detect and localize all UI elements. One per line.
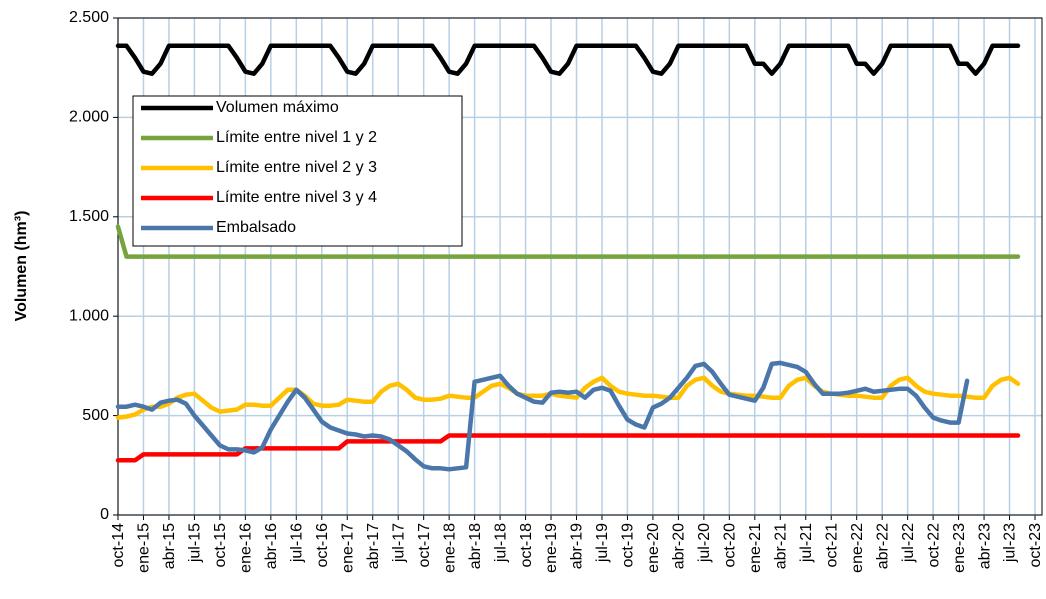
series-line bbox=[115, 433, 1021, 463]
legend-box bbox=[132, 95, 463, 247]
series-line bbox=[115, 375, 1021, 420]
x-tick-label: jul-16 bbox=[289, 523, 306, 563]
series-line bbox=[115, 360, 970, 472]
x-tick-label: oct-16 bbox=[314, 523, 331, 568]
x-tick-label: jul-18 bbox=[492, 523, 509, 563]
series-line bbox=[115, 43, 1021, 76]
x-tick-label: abr-23 bbox=[976, 523, 993, 569]
x-tick-label: ene-20 bbox=[645, 523, 662, 573]
x-tick-label: jul-20 bbox=[696, 523, 713, 563]
plot-frame bbox=[117, 17, 1043, 516]
series-line bbox=[115, 224, 1021, 259]
legend-label: Límite entre nivel 3 y 4 bbox=[216, 189, 377, 206]
x-tick-label: oct-20 bbox=[722, 523, 739, 568]
legend-label: Límite entre nivel 1 y 2 bbox=[216, 129, 377, 146]
x-tick-label: abr-20 bbox=[671, 523, 688, 569]
y-tick-label: 1.000 bbox=[69, 307, 109, 324]
legend-label: Embalsado bbox=[216, 219, 296, 236]
x-tick-label: abr-21 bbox=[772, 523, 789, 569]
x-tick-label: abr-19 bbox=[569, 523, 586, 569]
x-tick-label: jul-19 bbox=[594, 523, 611, 563]
x-tick-label: jul-21 bbox=[798, 523, 815, 563]
x-tick-label: oct-18 bbox=[518, 523, 535, 568]
x-tick-label: abr-17 bbox=[365, 523, 382, 569]
x-tick-label: ene-19 bbox=[543, 523, 560, 573]
x-tick-label: ene-22 bbox=[849, 523, 866, 573]
x-tick-label: abr-15 bbox=[161, 523, 178, 569]
y-tick-label: 1.500 bbox=[69, 208, 109, 225]
legend-label: Volumen máximo bbox=[216, 99, 339, 116]
x-tick-label: ene-17 bbox=[339, 523, 356, 573]
x-tick-label: ene-21 bbox=[747, 523, 764, 573]
x-tick-label: oct-21 bbox=[823, 523, 840, 568]
y-tick-label: 2.500 bbox=[69, 9, 109, 26]
x-tick-label: ene-23 bbox=[951, 523, 968, 573]
y-tick-label: 500 bbox=[82, 407, 109, 424]
x-tick-label: abr-16 bbox=[263, 523, 280, 569]
x-tick-label: jul-15 bbox=[187, 523, 204, 563]
x-tick-label: oct-17 bbox=[416, 523, 433, 568]
x-tick-label: oct-22 bbox=[925, 523, 942, 568]
legend-label: Límite entre nivel 2 y 3 bbox=[216, 159, 377, 176]
x-tick-label: abr-22 bbox=[874, 523, 891, 569]
x-tick-label: oct-23 bbox=[1027, 523, 1044, 568]
y-axis-title: Volumen (hm³) bbox=[13, 211, 30, 322]
x-tick-label: oct-15 bbox=[212, 523, 229, 568]
y-tick-label: 2.000 bbox=[69, 109, 109, 126]
y-tick-label: 0 bbox=[100, 506, 109, 523]
x-tick-label: oct-14 bbox=[110, 523, 127, 568]
x-tick-label: ene-18 bbox=[441, 523, 458, 573]
x-tick-label: oct-19 bbox=[620, 523, 637, 568]
x-tick-label: jul-22 bbox=[900, 523, 917, 563]
x-tick-label: ene-16 bbox=[238, 523, 255, 573]
x-tick-label: abr-18 bbox=[467, 523, 484, 569]
x-tick-label: jul-17 bbox=[390, 523, 407, 563]
x-tick-label: jul-23 bbox=[1002, 523, 1019, 563]
x-tick-label: ene-15 bbox=[136, 523, 153, 573]
